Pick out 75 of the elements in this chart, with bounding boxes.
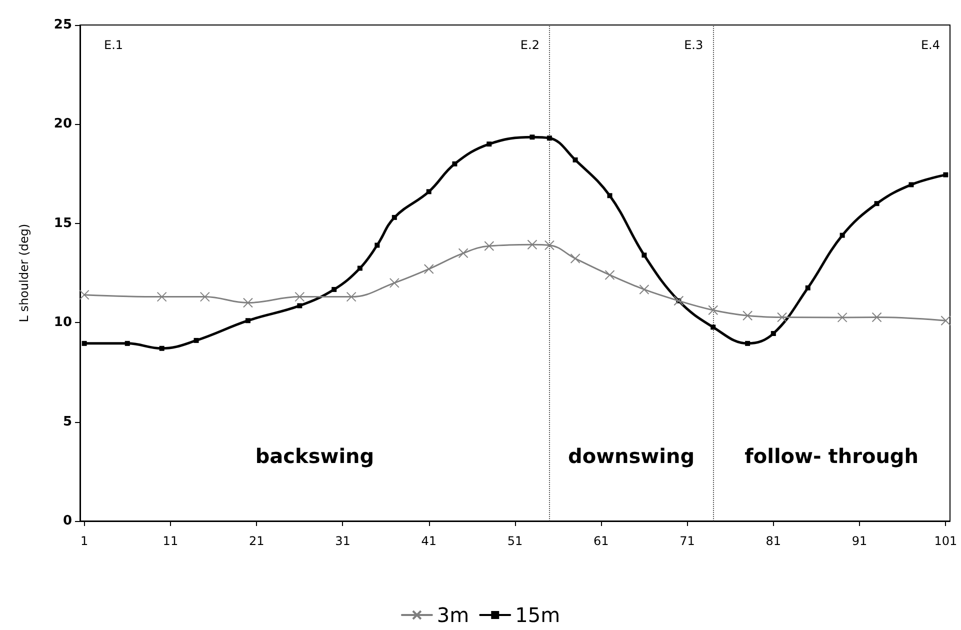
x-tick-label: 81 (766, 534, 782, 548)
legend-label: 3m (436, 603, 470, 627)
point (908, 182, 914, 188)
point (777, 312, 788, 322)
y-tick-label: 0 (62, 514, 72, 528)
x-tick-label: 41 (421, 534, 436, 548)
point (82, 340, 87, 346)
point (392, 214, 397, 220)
point (840, 232, 845, 238)
point (770, 331, 776, 336)
y-axis-title: L shoulder (deg) (17, 224, 31, 322)
point (708, 305, 718, 316)
x-tick-label: 31 (335, 534, 350, 548)
annotation: E.3 (684, 38, 704, 52)
y-tick-label: 25 (54, 18, 72, 32)
point (527, 240, 538, 250)
y-tick-label: 15 (54, 216, 72, 231)
point (872, 312, 882, 322)
legend-label: 15m (515, 603, 560, 627)
point (484, 241, 494, 252)
x-tick-label: 1 (80, 534, 88, 548)
point (940, 316, 951, 326)
point (242, 298, 253, 308)
point (79, 290, 90, 300)
point (458, 248, 468, 258)
point (426, 189, 432, 194)
x-tick-label: 61 (594, 534, 609, 548)
point (710, 324, 716, 330)
annotation: downswing (568, 444, 695, 468)
point (572, 157, 578, 162)
point (546, 136, 552, 141)
point (570, 254, 580, 264)
point (294, 292, 305, 302)
point (805, 285, 810, 290)
x-tick-label: 71 (680, 534, 695, 548)
annotation: E.4 (920, 38, 940, 52)
point (745, 340, 750, 346)
point (156, 292, 167, 302)
point (346, 292, 356, 302)
point (674, 296, 684, 306)
x-tick-label: 21 (248, 534, 264, 548)
point (424, 264, 434, 274)
x-tick-label: 11 (162, 534, 178, 548)
point (642, 252, 647, 258)
point (742, 310, 753, 321)
point (486, 142, 492, 147)
point (544, 240, 554, 250)
x-tick-label: 91 (852, 534, 868, 548)
annotation: E.1 (104, 38, 124, 52)
point (200, 292, 210, 302)
y-tick-label: 20 (54, 116, 72, 132)
point (389, 278, 400, 288)
y-tick-label: 10 (54, 315, 72, 330)
annotation: E.2 (520, 38, 540, 52)
point (357, 266, 362, 271)
point (245, 318, 250, 324)
point (943, 172, 948, 178)
point (194, 338, 199, 343)
y-tick-label: 5 (62, 414, 72, 430)
point (639, 284, 650, 294)
point (530, 134, 535, 140)
point (159, 346, 164, 351)
annotation: follow- through (744, 444, 918, 468)
point (452, 161, 458, 166)
point (374, 242, 380, 248)
point (604, 270, 615, 280)
x-tick-label: 51 (507, 534, 523, 548)
point (837, 312, 848, 322)
x-tick-label: 101 (934, 534, 958, 548)
point (874, 201, 880, 206)
annotation: backswing (255, 444, 374, 468)
point (297, 303, 302, 308)
point (124, 340, 130, 346)
point (332, 286, 337, 292)
point (607, 193, 612, 198)
